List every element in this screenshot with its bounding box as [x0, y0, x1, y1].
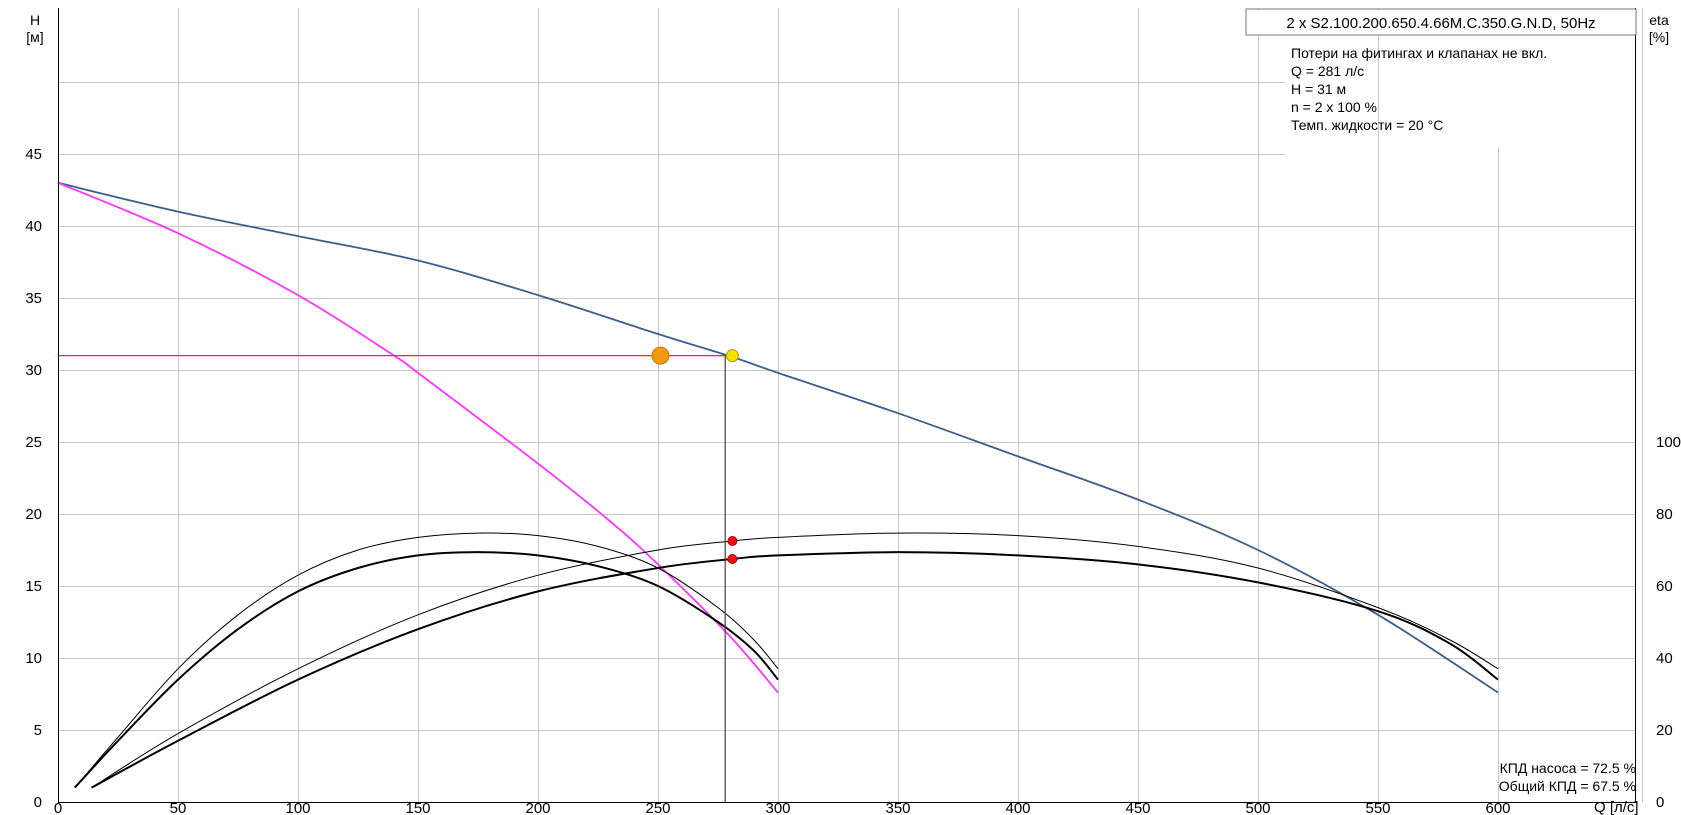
y-left-tick-label: 15 — [25, 578, 42, 595]
marker-0 — [651, 346, 670, 365]
grid — [58, 8, 1643, 802]
chart-title: 2 x S2.100.200.650.4.66M.C.350.G.N.D, 50… — [1286, 15, 1595, 32]
series-layer — [57, 181, 1499, 789]
y-left-tick-label: 5 — [34, 722, 42, 739]
info-panel: Потери на фитингах и клапанах не вкл. Q … — [1291, 45, 1547, 133]
y-left-tick-label: 10 — [25, 650, 42, 667]
info-line-0: Потери на фитингах и клапанах не вкл. — [1291, 45, 1547, 61]
y-left-title-2: [м] — [26, 29, 43, 45]
x-tick-label: 300 — [765, 800, 790, 815]
y-right-tick-label: 100 — [1656, 434, 1681, 451]
pump-efficiency: КПД насоса = 72.5 % — [1500, 760, 1636, 776]
x-tick-label: 600 — [1485, 800, 1510, 815]
y-left-tick-label: 45 — [25, 146, 42, 163]
title-box — [1245, 8, 1637, 36]
x-tick-label: 0 — [54, 800, 62, 815]
marker-2 — [727, 536, 738, 546]
y-right-tick-label: 60 — [1656, 578, 1673, 595]
series-line-1 — [57, 181, 779, 694]
x-tick-label: 250 — [645, 800, 670, 815]
y-right-title-2: [%] — [1649, 29, 1669, 45]
x-tick-label: 500 — [1245, 800, 1270, 815]
y-left-tick-label: 30 — [25, 362, 42, 379]
operating-point-lines — [58, 355, 733, 802]
y-right-tick-label: 0 — [1656, 794, 1664, 811]
y-right-tick-label: 20 — [1656, 722, 1673, 739]
marker-3 — [727, 554, 738, 564]
y-left-tick-label: 25 — [25, 434, 42, 451]
y-right-tick-label: 80 — [1656, 506, 1673, 523]
x-tick-label: 200 — [525, 800, 550, 815]
x-tick-label: 50 — [170, 800, 187, 815]
info-line-3: n = 2 x 100 % — [1291, 99, 1377, 115]
marker-1 — [725, 349, 739, 363]
series-line-2 — [74, 532, 779, 788]
info-line-1: Q = 281 л/с — [1291, 63, 1364, 79]
x-tick-label: 550 — [1365, 800, 1390, 815]
y-left-title-1: H — [30, 12, 40, 28]
x-tick-label: 450 — [1125, 800, 1150, 815]
y-left-tick-label: 20 — [25, 506, 42, 523]
series-line-3 — [74, 551, 779, 789]
x-tick-label: 150 — [405, 800, 430, 815]
info-line-2: H = 31 м — [1291, 81, 1346, 97]
markers — [651, 346, 739, 564]
info-line-4: Темп. жидкости = 20 °C — [1291, 117, 1443, 133]
axes: 0 50 100 150 200 250 300 350 400 450 500 550 6000510… — [25, 8, 1681, 815]
y-left-tick-label: 0 — [34, 794, 42, 811]
total-efficiency: Общий КПД = 67.5 % — [1499, 778, 1636, 794]
efficiency-panel: КПД насоса = 72.5 % Общий КПД = 67.5 % — [1499, 760, 1636, 794]
x-tick-label: 400 — [1005, 800, 1030, 815]
series-line-0 — [57, 181, 1499, 694]
y-left-tick-label: 35 — [25, 290, 42, 307]
y-left-tick-label: 40 — [25, 218, 42, 235]
series-line-5 — [91, 551, 1499, 789]
y-right-tick-label: 40 — [1656, 650, 1673, 667]
series-line-4 — [91, 532, 1499, 789]
x-tick-label: 350 — [885, 800, 910, 815]
y-right-title-1: eta — [1649, 12, 1669, 28]
x-axis-title: Q [л/с] — [1594, 799, 1639, 815]
x-tick-label: 100 — [285, 800, 310, 815]
